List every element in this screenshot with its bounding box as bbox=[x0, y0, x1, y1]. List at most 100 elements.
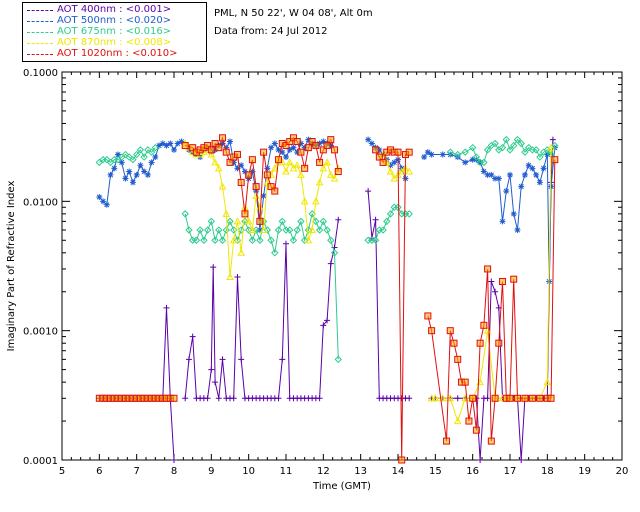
data-point bbox=[111, 165, 118, 172]
series-line bbox=[99, 307, 175, 461]
data-point bbox=[223, 144, 230, 151]
data-point bbox=[203, 226, 212, 234]
data-point bbox=[324, 317, 331, 324]
data-point bbox=[249, 168, 256, 175]
data-point bbox=[398, 456, 406, 464]
y-tick-label: 0.0100 bbox=[23, 197, 58, 208]
data-point bbox=[327, 236, 335, 244]
data-point bbox=[547, 143, 555, 151]
data-point bbox=[252, 183, 260, 191]
data-point bbox=[256, 236, 264, 244]
data-point bbox=[551, 144, 558, 151]
data-point bbox=[241, 210, 249, 218]
data-point bbox=[450, 339, 458, 347]
data-point bbox=[185, 226, 193, 234]
x-tick-label: 5 bbox=[59, 466, 65, 477]
data-point bbox=[256, 227, 263, 234]
data-point bbox=[282, 167, 290, 175]
data-point bbox=[372, 146, 380, 154]
data-point bbox=[386, 167, 395, 175]
data-point bbox=[293, 161, 302, 169]
legend: AOT 400nm : <0.001> AOT 500nm : <0.020> … bbox=[22, 2, 207, 62]
data-point bbox=[510, 275, 518, 283]
data-point bbox=[488, 278, 495, 285]
data-point bbox=[271, 187, 279, 195]
legend-swatch bbox=[27, 42, 53, 44]
data-point bbox=[141, 168, 148, 175]
data-point bbox=[498, 143, 507, 152]
x-tick-label: 12 bbox=[317, 466, 330, 477]
data-point bbox=[293, 138, 301, 146]
data-point bbox=[103, 201, 110, 208]
data-point bbox=[152, 154, 159, 161]
data-point bbox=[480, 158, 488, 167]
data-point bbox=[331, 146, 339, 154]
data-point bbox=[507, 171, 513, 178]
data-point bbox=[151, 143, 160, 152]
data-point bbox=[334, 168, 342, 176]
data-point bbox=[297, 170, 305, 178]
data-point bbox=[275, 146, 282, 153]
data-point bbox=[371, 236, 380, 244]
data-point bbox=[319, 164, 328, 172]
series-line bbox=[423, 147, 556, 282]
data-point bbox=[171, 146, 177, 153]
data-point bbox=[301, 164, 309, 172]
data-point bbox=[293, 226, 301, 234]
data-point bbox=[495, 175, 502, 182]
data-point bbox=[476, 339, 484, 347]
data-point bbox=[248, 236, 257, 244]
data-point bbox=[319, 146, 327, 154]
x-tick-label: 17 bbox=[504, 466, 517, 477]
data-point bbox=[446, 148, 454, 156]
data-point bbox=[390, 174, 399, 182]
data-point bbox=[245, 171, 253, 179]
data-point bbox=[218, 182, 227, 190]
data-point bbox=[405, 167, 414, 175]
data-point bbox=[304, 144, 312, 152]
data-point bbox=[383, 217, 391, 226]
data-point bbox=[297, 140, 304, 147]
x-tick-label: 20 bbox=[616, 466, 629, 477]
data-point bbox=[454, 395, 461, 402]
data-point bbox=[219, 134, 227, 142]
data-point bbox=[147, 148, 156, 156]
x-tick-label: 6 bbox=[96, 466, 102, 477]
data-point bbox=[227, 138, 233, 145]
plot-frame bbox=[61, 71, 623, 461]
data-point bbox=[218, 236, 227, 244]
legend-swatch bbox=[27, 53, 53, 55]
data-point bbox=[394, 148, 402, 156]
x-tick-label: 15 bbox=[429, 466, 442, 477]
data-point bbox=[439, 151, 446, 158]
data-point bbox=[204, 395, 211, 402]
data-point bbox=[289, 236, 298, 244]
data-point bbox=[334, 355, 342, 364]
data-point bbox=[461, 148, 469, 156]
data-point bbox=[263, 171, 271, 179]
data-point bbox=[330, 174, 339, 182]
data-point bbox=[316, 158, 324, 166]
data-point bbox=[215, 226, 223, 234]
data-point bbox=[528, 394, 536, 402]
data-point bbox=[365, 188, 372, 195]
data-point bbox=[308, 225, 316, 234]
data-point bbox=[533, 171, 540, 178]
data-point bbox=[320, 138, 327, 145]
data-point bbox=[386, 210, 395, 218]
data-point bbox=[271, 249, 279, 257]
data-point bbox=[301, 144, 308, 151]
legend-entry-1020nm: AOT 1020nm : <0.010> bbox=[27, 48, 177, 60]
data-point bbox=[312, 142, 320, 150]
legend-label: AOT 500nm : <0.020> bbox=[57, 15, 172, 26]
series-line bbox=[431, 139, 554, 461]
data-point bbox=[543, 378, 552, 386]
data-point bbox=[211, 158, 219, 166]
data-point bbox=[327, 142, 334, 149]
data-point bbox=[454, 355, 462, 363]
data-point bbox=[126, 168, 133, 175]
data-point bbox=[222, 209, 231, 217]
x-tick-label: 14 bbox=[392, 466, 405, 477]
data-point bbox=[305, 136, 312, 143]
data-point bbox=[129, 179, 136, 186]
